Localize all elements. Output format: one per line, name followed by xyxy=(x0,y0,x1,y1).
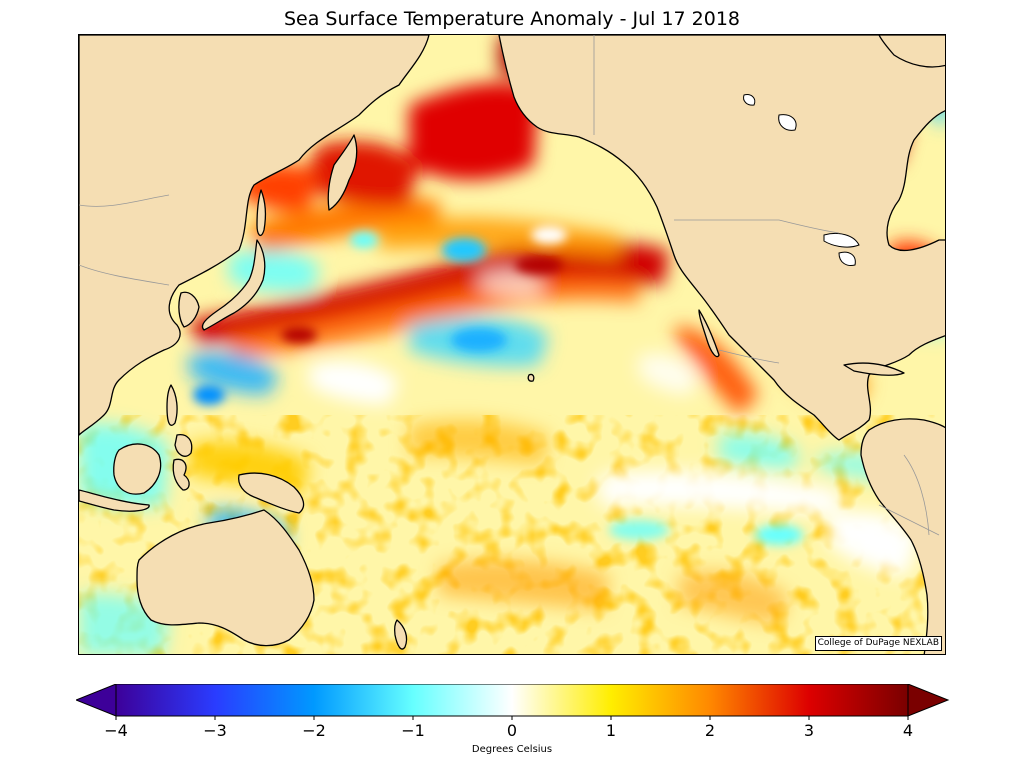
land-kamchatka xyxy=(327,134,358,211)
colorbar-tick-label: 3 xyxy=(803,721,815,740)
colorbar-body xyxy=(115,684,909,717)
land-sulawesi xyxy=(172,458,190,491)
land-new-zealand xyxy=(393,619,408,650)
land-japan xyxy=(201,239,266,331)
map-canvas xyxy=(79,35,945,654)
land-cuba xyxy=(843,362,905,376)
colorbar-tick-labels: −4 −3 −2 −1 0 1 2 3 4 xyxy=(0,722,1024,742)
land-borneo xyxy=(113,443,162,495)
land-south-america xyxy=(860,418,945,654)
land-baffin xyxy=(878,35,945,68)
colorbar-tick-label: −3 xyxy=(203,721,227,740)
colorbar-tick-label: 4 xyxy=(902,721,914,740)
colorbar-tick-label: −1 xyxy=(401,721,425,740)
land-north-america xyxy=(498,35,945,441)
great-lakes xyxy=(743,94,860,266)
land-asia xyxy=(79,35,430,436)
land-masses xyxy=(79,35,945,654)
colorbar-tick-label: −4 xyxy=(104,721,128,740)
colorbar xyxy=(76,684,950,720)
country-borders xyxy=(79,35,940,536)
colorbar-left-arrow xyxy=(76,684,117,717)
credit-label: College of DuPage NEXLAB xyxy=(814,636,942,651)
land-sakhalin xyxy=(256,189,267,237)
land-philippines xyxy=(166,384,178,426)
land-new-guinea xyxy=(238,472,305,514)
colorbar-right-arrow xyxy=(907,684,950,717)
map-title: Sea Surface Temperature Anomaly - Jul 17… xyxy=(283,8,741,30)
land-java xyxy=(79,489,150,512)
land-korea xyxy=(178,291,200,328)
land-mindanao xyxy=(174,434,193,457)
land-hawaii xyxy=(527,373,535,382)
colorbar-tick-label: 1 xyxy=(605,721,617,740)
land-australia xyxy=(136,509,315,647)
land-baja xyxy=(698,309,720,358)
colorbar-tick-marks xyxy=(115,716,909,720)
colorbar-label: Degrees Celsius xyxy=(471,744,553,755)
colorbar-tick-label: 0 xyxy=(506,721,518,740)
colorbar-tick-label: 2 xyxy=(704,721,716,740)
colorbar-tick-label: −2 xyxy=(302,721,326,740)
sst-anomaly-map: College of DuPage NEXLAB xyxy=(78,34,946,655)
